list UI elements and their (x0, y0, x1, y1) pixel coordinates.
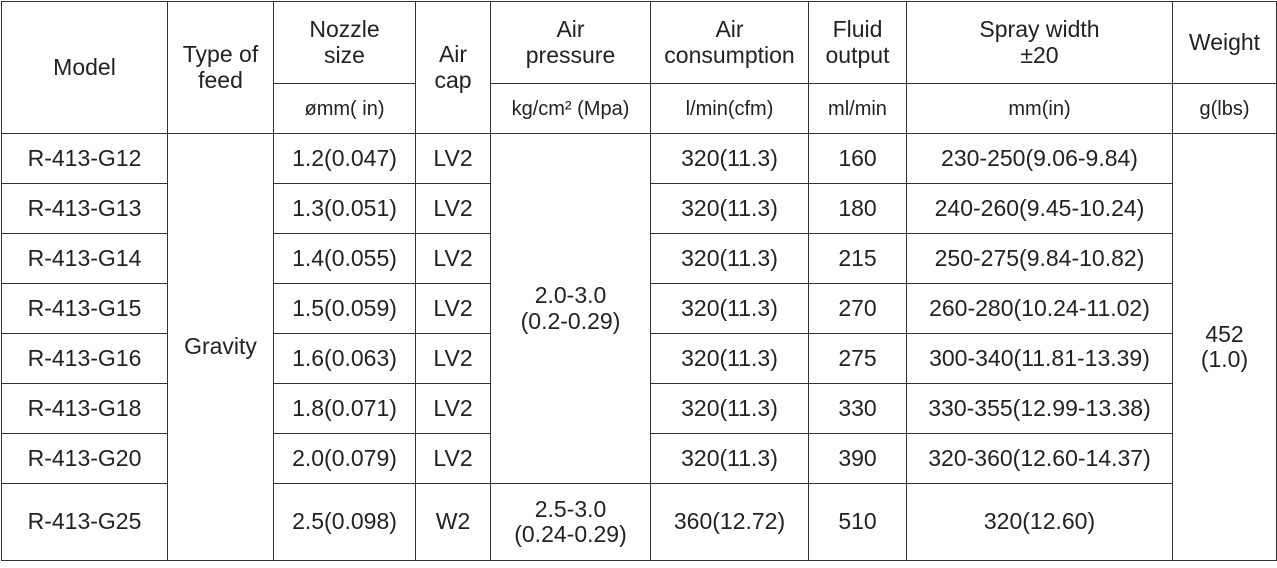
fluid-output: 180 (808, 183, 907, 234)
column-header: Model (1, 1, 168, 134)
air-consumption: 320(11.3) (650, 183, 809, 234)
air-pressure: 2.5-3.0 (0.24-0.29) (490, 483, 651, 561)
nozzle-size: 1.5(0.059) (273, 283, 416, 334)
model: R-413-G20 (1, 433, 168, 484)
unit-row: ømm( in) kg/cm² (Mpa) l/min(cfm) ml/min mm(i… (2, 83, 1277, 134)
column-header: Weight (1172, 1, 1277, 84)
column-unit: ømm( in) (273, 83, 416, 134)
column-header: Spray width ±20 (906, 1, 1173, 84)
data-row: R-413-G13 1.3(0.051) LV2 320(11.3) 180 240-26… (1, 183, 1277, 234)
nozzle-size: 1.8(0.071) (273, 383, 416, 434)
data-row: R-413-G16 1.6(0.063) LV2 320(11.3) 275 300-34… (1, 333, 1277, 384)
model: R-413-G15 (1, 283, 168, 334)
air-cap: W2 (415, 483, 491, 561)
column-header: Air cap (415, 1, 491, 134)
feed-type: Gravity (167, 133, 274, 561)
nozzle-size: 1.3(0.051) (273, 183, 416, 234)
column-header: Type of feed (167, 1, 274, 134)
air-consumption: 360(12.72) (650, 483, 809, 561)
fluid-output: 160 (808, 133, 907, 184)
column-header: Nozzle size (273, 1, 416, 84)
fluid-output: 330 (808, 383, 907, 434)
nozzle-size: 1.6(0.063) (273, 333, 416, 384)
nozzle-size: 1.4(0.055) (273, 233, 416, 284)
data-row: R-413-G15 1.5(0.059) LV2 320(11.3) 270 260-28… (1, 283, 1277, 334)
header-row: Model Type of feed Nozzle size Air cap Air p… (1, 1, 1277, 134)
model: R-413-G16 (1, 333, 168, 384)
model: R-413-G13 (1, 183, 168, 234)
spray-width: 240-260(9.45-10.24) (906, 183, 1173, 234)
table-header: Model Type of feed Nozzle size Air cap Air p… (1, 1, 1277, 134)
column-header: Fluid output (808, 1, 907, 84)
fluid-output: 275 (808, 333, 907, 384)
column-unit: kg/cm² (Mpa) (490, 83, 651, 134)
data-row: R-413-G12 Gravity 1.2(0.047) LV2 2.0-3.0 (0.… (1, 133, 1277, 561)
air-consumption: 320(11.3) (650, 333, 809, 384)
model: R-413-G25 (1, 483, 168, 561)
air-consumption: 320(11.3) (650, 433, 809, 484)
model: R-413-G12 (1, 133, 168, 184)
air-cap: LV2 (415, 433, 491, 484)
column-unit: mm(in) (906, 83, 1173, 134)
data-row: R-413-G14 1.4(0.055) LV2 320(11.3) 215 250-27… (1, 233, 1277, 284)
data-row: R-413-G20 2.0(0.079) LV2 320(11.3) 390 320-36… (1, 433, 1277, 484)
air-consumption: 320(11.3) (650, 233, 809, 284)
fluid-output: 270 (808, 283, 907, 334)
air-cap: LV2 (415, 183, 491, 234)
model: R-413-G14 (1, 233, 168, 284)
spray-width: 230-250(9.06-9.84) (906, 133, 1173, 184)
air-pressure: 2.0-3.0 (0.2-0.29) (490, 133, 651, 484)
air-cap: LV2 (415, 383, 491, 434)
spray-width: 330-355(12.99-13.38) (906, 383, 1173, 434)
table-body: R-413-G12 Gravity 1.2(0.047) LV2 2.0-3.0 (0.… (1, 133, 1277, 561)
column-header: Air pressure (490, 1, 651, 84)
column-unit: ml/min (808, 83, 907, 134)
fluid-output: 215 (808, 233, 907, 284)
spray-width: 320-360(12.60-14.37) (906, 433, 1173, 484)
spray-width: 320(12.60) (906, 483, 1173, 561)
model: R-413-G18 (1, 383, 168, 434)
spray-width: 300-340(11.81-13.39) (906, 333, 1173, 384)
air-consumption: 320(11.3) (650, 383, 809, 434)
air-cap: LV2 (415, 133, 491, 184)
air-cap: LV2 (415, 333, 491, 384)
nozzle-size: 2.5(0.098) (273, 483, 416, 561)
column-unit: l/min(cfm) (650, 83, 809, 134)
nozzle-size: 1.2(0.047) (273, 133, 416, 184)
weight: 452 (1.0) (1172, 133, 1277, 561)
column-header: Air consumption (650, 1, 809, 84)
column-unit: g(lbs) (1172, 83, 1277, 134)
air-consumption: 320(11.3) (650, 133, 809, 184)
air-cap: LV2 (415, 233, 491, 284)
nozzle-size: 2.0(0.079) (273, 433, 416, 484)
spray-width: 250-275(9.84-10.82) (906, 233, 1173, 284)
fluid-output: 390 (808, 433, 907, 484)
data-row: R-413-G25 2.5(0.098) W2 2.5-3.0 (0.24-0.29)… (1, 483, 1277, 561)
air-consumption: 320(11.3) (650, 283, 809, 334)
data-row: R-413-G18 1.8(0.071) LV2 320(11.3) 330 330-35… (1, 383, 1277, 434)
fluid-output: 510 (808, 483, 907, 561)
spray-width: 260-280(10.24-11.02) (906, 283, 1173, 334)
air-cap: LV2 (415, 283, 491, 334)
